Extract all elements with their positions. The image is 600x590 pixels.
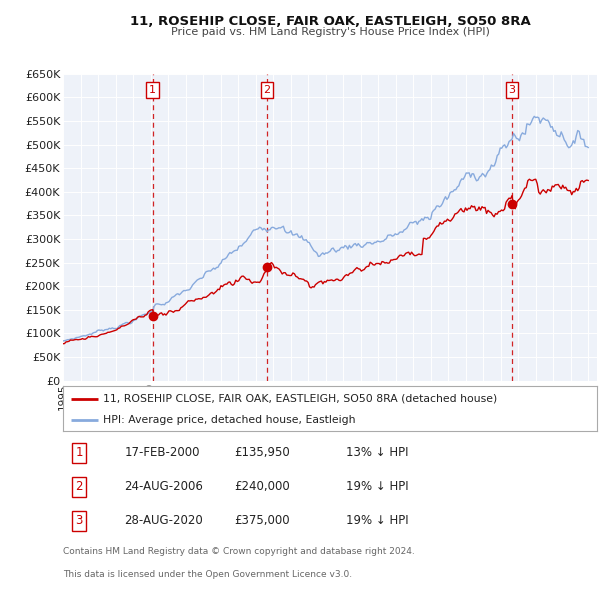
Text: Price paid vs. HM Land Registry's House Price Index (HPI): Price paid vs. HM Land Registry's House …	[170, 27, 490, 37]
Text: Contains HM Land Registry data © Crown copyright and database right 2024.: Contains HM Land Registry data © Crown c…	[63, 547, 415, 556]
Text: 17-FEB-2000: 17-FEB-2000	[124, 446, 200, 459]
Text: 1: 1	[149, 86, 156, 95]
Text: 2: 2	[75, 480, 83, 493]
Text: 19% ↓ HPI: 19% ↓ HPI	[346, 514, 409, 527]
Text: 2: 2	[263, 86, 271, 95]
Text: HPI: Average price, detached house, Eastleigh: HPI: Average price, detached house, East…	[103, 415, 356, 425]
Text: £375,000: £375,000	[234, 514, 290, 527]
Text: £240,000: £240,000	[234, 480, 290, 493]
Text: £135,950: £135,950	[234, 446, 290, 459]
Text: 24-AUG-2006: 24-AUG-2006	[124, 480, 203, 493]
Text: 11, ROSEHIP CLOSE, FAIR OAK, EASTLEIGH, SO50 8RA: 11, ROSEHIP CLOSE, FAIR OAK, EASTLEIGH, …	[130, 15, 530, 28]
Text: 13% ↓ HPI: 13% ↓ HPI	[346, 446, 409, 459]
Text: 28-AUG-2020: 28-AUG-2020	[124, 514, 203, 527]
Text: 3: 3	[509, 86, 515, 95]
Text: 19% ↓ HPI: 19% ↓ HPI	[346, 480, 409, 493]
Text: 1: 1	[75, 446, 83, 459]
Text: 3: 3	[76, 514, 83, 527]
Text: This data is licensed under the Open Government Licence v3.0.: This data is licensed under the Open Gov…	[63, 570, 352, 579]
Text: 11, ROSEHIP CLOSE, FAIR OAK, EASTLEIGH, SO50 8RA (detached house): 11, ROSEHIP CLOSE, FAIR OAK, EASTLEIGH, …	[103, 394, 497, 404]
